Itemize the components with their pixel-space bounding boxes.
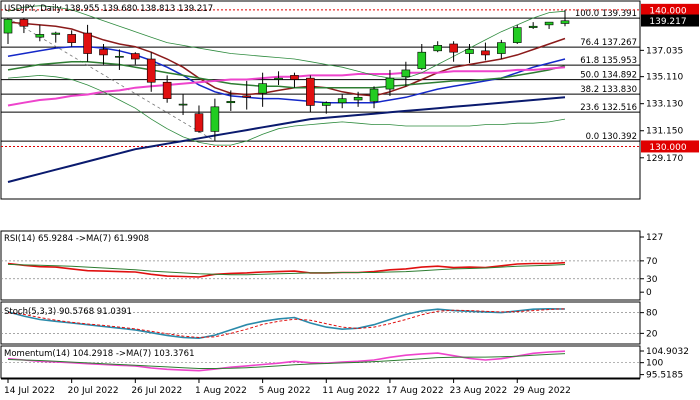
series-momentum-14--line (7, 350, 566, 372)
series-rsi-14--line (7, 261, 566, 278)
candle-bear (242, 95, 252, 98)
candle-bull (274, 77, 283, 80)
candle-bull (115, 55, 124, 58)
rsi-panel: 127 70 30 0 (1, 233, 663, 298)
fib-level-label: 61.8 135.953 (580, 56, 637, 66)
candle-bull (401, 69, 411, 78)
osc-y-tick-label: 80 (646, 309, 658, 319)
fib-level-label: 50.0 134.892 (580, 71, 637, 81)
candle-bull (337, 98, 347, 104)
series-signal-line (7, 308, 566, 339)
x-tick-label: 11 Aug 2022 (322, 386, 380, 396)
overlay-bbupper-line (7, 5, 566, 79)
candle-bull (369, 88, 379, 102)
overlay-sma100-line (7, 60, 566, 89)
candle-bear (83, 32, 92, 54)
candle-bull (3, 19, 13, 34)
candle-bear (19, 19, 29, 27)
candle-bull (35, 34, 45, 38)
candle-bull (417, 51, 427, 69)
candle-bear (290, 75, 299, 80)
candle-bull (512, 27, 522, 43)
overlay-bblower-line (7, 74, 566, 146)
price-y-tick-label: 129.170 (646, 154, 683, 164)
price-y-tick-label: 137.035 (646, 46, 683, 56)
x-tick-label: 26 Jul 2022 (131, 386, 182, 396)
candle-bull (178, 103, 188, 106)
trendline-dashed (7, 17, 216, 142)
candle-bear (194, 113, 204, 132)
candle-bear (449, 43, 458, 53)
fib-level-label: 76.4 137.267 (580, 38, 637, 48)
candle-bull (528, 25, 538, 28)
osc-y-tick-label: 95.5185 (646, 371, 683, 381)
series-ma-7--line (7, 353, 566, 369)
momentum-panel: 104.9032 100 95.5185 (1, 347, 689, 381)
osc-y-tick-label: 127 (646, 233, 663, 243)
fib-level-label: 0.0 130.392 (586, 132, 637, 142)
overlay-ema20-line (7, 21, 566, 97)
osc-y-tick-label: 100 (646, 359, 663, 369)
osc-y-tick-label: 20 (646, 329, 658, 339)
candle-bull (465, 49, 474, 54)
candle-bull (560, 20, 570, 24)
overlay-sma200-line (7, 66, 566, 107)
x-tick-label: 20 Jul 2022 (68, 386, 119, 396)
series-main-line (7, 307, 566, 340)
candle-bear (306, 77, 315, 106)
candle-bear (481, 50, 490, 56)
candle-bear (162, 81, 172, 99)
overlay-sma55-line (7, 45, 566, 104)
candle-bear (99, 49, 108, 56)
osc-y-tick-label: 104.9032 (646, 347, 689, 357)
price-y-tick-label: 131.150 (646, 127, 683, 137)
current-price-tag (641, 14, 699, 27)
x-tick-label: 5 Aug 2022 (259, 386, 311, 396)
key-level-tag (641, 3, 699, 16)
osc-y-tick-label: 30 (646, 275, 658, 285)
current-price-label: 139.217 (649, 17, 686, 27)
price-header: USDJPY, Daily 138.955 139.680 138.813 13… (4, 4, 213, 14)
momentum-panel-frame (0, 345, 641, 379)
candle-bull (353, 96, 363, 101)
key-level-tag-label: 130.000 (649, 143, 686, 153)
candle-bear (67, 34, 76, 43)
x-tick-label: 14 Jul 2022 (4, 386, 55, 396)
osc-y-tick-label: 0 (646, 288, 652, 298)
x-tick-label: 23 Aug 2022 (450, 386, 508, 396)
fib-level-label: 100.0 139.391 (575, 9, 637, 19)
candle-bull (497, 42, 506, 54)
candle-bull (210, 106, 220, 132)
x-tick-label: 17 Aug 2022 (386, 386, 444, 396)
overlay-longma-line (7, 96, 566, 183)
candle-bull (258, 83, 267, 94)
stoch-header: Stoch(5,3,3) 90.5768 91.0391 (4, 307, 132, 317)
series-ma-7--line (7, 263, 566, 276)
x-tick-label: 1 Aug 2022 (195, 386, 247, 396)
candle-bear (146, 58, 156, 83)
fib-level-label: 38.2 133.830 (580, 85, 637, 95)
key-level-tag (641, 140, 699, 153)
candle-bull (226, 101, 236, 104)
price-y-tick-label: 135.110 (646, 73, 683, 83)
candle-bull (385, 77, 395, 90)
candle-bear (131, 53, 140, 60)
momentum-header: Momentum(14) 104.2918 ->MA(7) 103.3761 (4, 349, 194, 359)
fib-level-label: 23.6 132.516 (580, 103, 637, 113)
candle-bull (321, 102, 331, 106)
x-axis: 14 Jul 2022 20 Jul 2022 26 Jul 2022 1 Aug 2… (1, 378, 640, 396)
candle-bull (433, 45, 442, 52)
key-level-tag-label: 140.000 (649, 6, 686, 16)
candle-bull (544, 21, 554, 26)
price-panel: 100.0 139.391 76.4 137.267 61.8 135.953 50.… (1, 3, 699, 183)
rsi-header: RSI(14) 65.9284 ->MA(7) 61.9908 (4, 234, 149, 244)
price-y-tick-label: 133.130 (646, 100, 683, 110)
stoch-panel: 80 20 (1, 307, 658, 340)
x-tick-label: 29 Aug 2022 (513, 386, 571, 396)
osc-y-tick-label: 70 (646, 257, 658, 267)
candle-bull (51, 32, 61, 35)
